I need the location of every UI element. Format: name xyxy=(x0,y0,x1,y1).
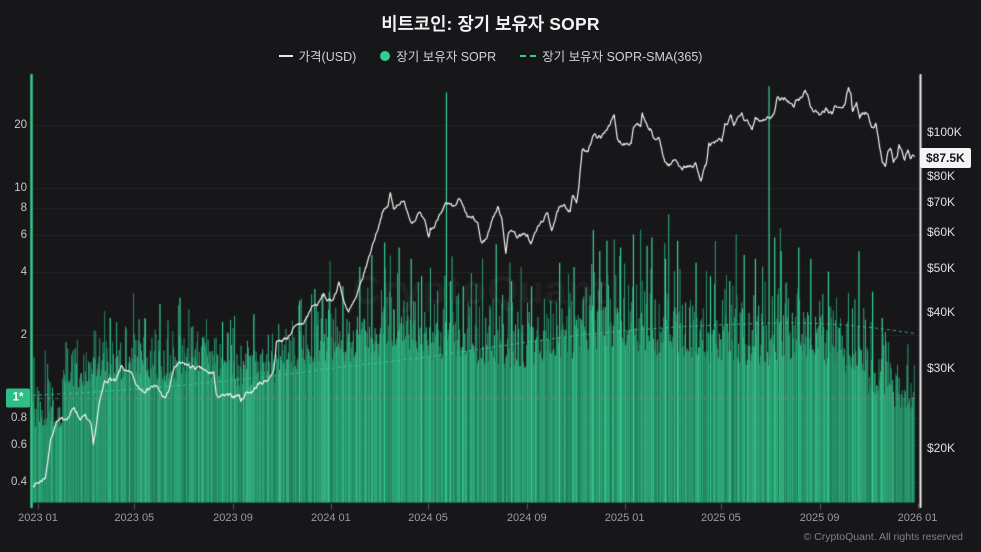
y-left-tick: 6 xyxy=(20,228,27,241)
y-left-tick: 2 xyxy=(20,328,27,341)
x-tick: 2025 09 xyxy=(799,512,840,524)
x-tick: 2025 05 xyxy=(701,512,741,524)
legend-item-sopr-sma[interactable]: 장기 보유자 SOPR-SMA(365) xyxy=(520,46,702,65)
price-line-marker-icon xyxy=(278,54,293,57)
y-left-tick: 4 xyxy=(20,265,27,278)
y-left-tick: 20 xyxy=(14,118,27,131)
legend-item-price[interactable]: 가격(USD) xyxy=(278,46,357,65)
y-right-tick: $60K xyxy=(927,225,956,240)
x-tick: 2024 09 xyxy=(506,512,547,524)
x-tick: 2023 09 xyxy=(213,512,253,524)
x-tick: 2023 01 xyxy=(18,512,58,524)
y-right-tick: $20K xyxy=(927,440,956,455)
y-left-tick: 0.4 xyxy=(11,475,27,488)
sopr-dot-marker-icon xyxy=(380,50,391,61)
y-right-tick: $70K xyxy=(927,194,956,209)
x-tick: 2024 05 xyxy=(408,512,448,524)
legend-label-price: 가격(USD) xyxy=(298,50,357,64)
y-right-tick: $30K xyxy=(927,361,956,376)
y-left-tick: 8 xyxy=(20,202,27,215)
legend-label-sopr-sma: 장기 보유자 SOPR-SMA(365) xyxy=(542,50,703,64)
y-left-tick: 10 xyxy=(14,181,27,194)
sopr-baseline-badge: 1* xyxy=(6,388,30,408)
y-right-tick: $40K xyxy=(927,304,956,319)
x-tick: 2026 01 xyxy=(897,512,938,524)
legend-item-sopr[interactable]: 장기 보유자 SOPR xyxy=(380,46,496,65)
chart-legend: 가격(USD) 장기 보유자 SOPR 장기 보유자 SOPR-SMA(365) xyxy=(0,46,981,65)
sma-dash-marker-icon xyxy=(520,54,537,57)
page-title: 비트코인: 장기 보유자 SOPR xyxy=(381,14,600,34)
y-right-tick: $80K xyxy=(927,168,956,183)
last-price-badge: $87.5K xyxy=(920,148,971,169)
y-right-tick: $50K xyxy=(927,260,956,275)
y-left-tick: 0.6 xyxy=(11,438,27,451)
legend-label-sopr: 장기 보유자 SOPR xyxy=(396,50,497,64)
x-tick: 2023 05 xyxy=(114,512,155,524)
y-right-tick: $100K xyxy=(927,124,962,139)
copyright-text: © CryptoQuant. All rights reserved xyxy=(803,531,963,543)
x-tick: 2025 01 xyxy=(604,512,645,524)
y-left-tick: 0.8 xyxy=(11,412,27,425)
x-tick: 2024 01 xyxy=(311,512,351,524)
